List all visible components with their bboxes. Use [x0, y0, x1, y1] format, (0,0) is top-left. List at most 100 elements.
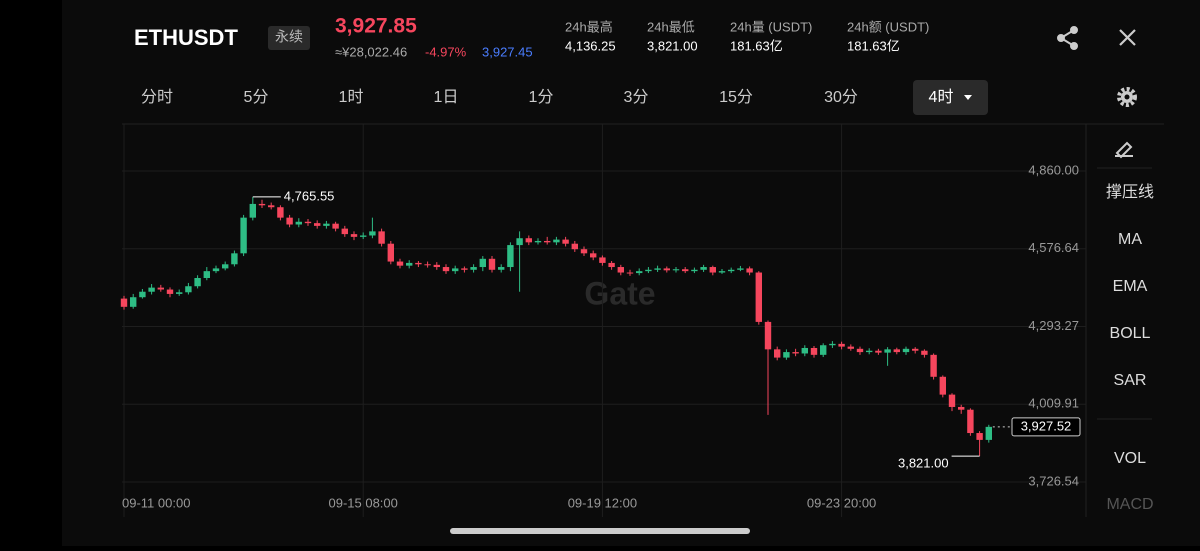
candle-body: [728, 269, 735, 272]
candle-body: [268, 205, 275, 208]
interval-tab[interactable]: 1分: [529, 88, 554, 106]
interval-tab[interactable]: 分时: [141, 88, 173, 106]
interval-tab[interactable]: 15分: [719, 88, 753, 106]
y-tick-label: 3,726.54: [1028, 473, 1079, 488]
candle-body: [553, 239, 560, 243]
indicator-tab[interactable]: BOLL: [1110, 325, 1151, 342]
price-change: -4.97%: [425, 44, 467, 59]
interval-tab[interactable]: 1日: [434, 89, 459, 106]
indicator-tab[interactable]: EMA: [1113, 278, 1148, 295]
watermark: Gate: [584, 275, 655, 311]
share-icon[interactable]: [1057, 26, 1078, 50]
contract-tag-box: [268, 26, 310, 50]
min-label: 3,821.00: [898, 456, 949, 471]
candle-body: [314, 223, 321, 226]
candle-body: [580, 249, 588, 254]
y-tick-label: 4,293.27: [1028, 318, 1079, 333]
candle-body: [442, 267, 450, 272]
candle-body: [185, 286, 192, 293]
candle-body: [203, 271, 210, 279]
symbol[interactable]: ETHUSDT: [134, 25, 238, 50]
candle-body: [120, 298, 128, 307]
candle-body: [406, 262, 413, 266]
max-label: 4,765.55: [284, 188, 335, 203]
candle-body: [507, 245, 514, 268]
candle-body: [645, 269, 652, 272]
y-tick-label: 4,576.64: [1028, 240, 1079, 255]
candle-body: [590, 253, 597, 258]
candle-body: [856, 348, 864, 353]
stat-value: 3,821.00: [647, 38, 698, 53]
candle-body: [755, 272, 762, 322]
stat-label: 24h最低: [647, 19, 695, 34]
candle-body: [902, 348, 910, 353]
candle-body: [737, 268, 744, 270]
candle-body: [774, 349, 781, 358]
candle-body: [700, 267, 707, 270]
candle-body: [672, 269, 680, 271]
indicator-tab[interactable]: VOL: [1114, 450, 1146, 467]
candle-body: [378, 231, 385, 244]
candle-body: [544, 240, 551, 243]
candle-body: [608, 262, 615, 268]
candle-body: [912, 348, 919, 351]
candle-body: [525, 238, 532, 243]
chart-frame: [122, 123, 1164, 517]
candle-body: [295, 221, 302, 225]
candle-body: [636, 271, 643, 274]
candle-body: [130, 297, 137, 307]
candle-body: [709, 267, 716, 273]
candle-body: [847, 346, 854, 349]
candle-body: [176, 292, 183, 294]
candle-body: [948, 394, 956, 407]
interval-tab[interactable]: 30分: [824, 88, 858, 106]
candle-body: [424, 264, 431, 266]
candle-body: [976, 433, 983, 440]
candle-body: [258, 203, 266, 206]
candle-body: [746, 268, 753, 273]
settings-icon[interactable]: [1117, 87, 1137, 107]
candle-body: [626, 272, 634, 274]
candle-body: [277, 207, 284, 218]
candle-body: [304, 221, 312, 224]
candle-body: [958, 406, 965, 410]
candle-body: [222, 264, 229, 269]
candle-body: [562, 239, 569, 244]
candle-body: [875, 350, 882, 353]
candle-body: [691, 269, 698, 272]
close-icon[interactable]: [1119, 29, 1136, 46]
candle-body: [139, 291, 146, 298]
chart: Gate 3,726.54 4,009.91 4,293.27 4,576.64 4,86…: [120, 124, 1086, 517]
home-indicator: [450, 528, 750, 534]
candle-body: [332, 223, 339, 229]
indicator-tab[interactable]: MACD: [1106, 496, 1153, 513]
draw-icon[interactable]: [1115, 141, 1133, 159]
x-tick-label: 09-23 20:00: [807, 495, 876, 510]
candle-body: [396, 261, 404, 266]
indicator-tab[interactable]: SAR: [1114, 372, 1147, 389]
candle-body: [498, 267, 505, 270]
candle-body: [360, 235, 367, 237]
stat-label: 24h额 (USDT): [847, 19, 929, 34]
candle-body: [884, 349, 891, 353]
interval-tab[interactable]: 5分: [244, 88, 269, 106]
candle-body: [599, 257, 606, 263]
price-cny: ≈¥28,022.46: [335, 44, 407, 59]
candle-body: [166, 289, 174, 294]
indicator-tab[interactable]: MA: [1118, 231, 1142, 248]
candle-body: [286, 217, 293, 225]
y-tick-label: 4,860.00: [1028, 162, 1079, 177]
stat-value: 181.63亿: [847, 38, 900, 53]
interval-tab[interactable]: 3分: [624, 88, 649, 106]
candle-body: [516, 238, 523, 246]
interval-tab[interactable]: 4时: [929, 88, 954, 106]
indicator-tab[interactable]: 撑压线: [1106, 183, 1154, 201]
candle-body: [718, 271, 726, 273]
candle-body: [820, 345, 827, 355]
interval-tab[interactable]: 1时: [339, 88, 364, 106]
active-interval-box: [913, 80, 988, 115]
mark-price: 3,927.45: [482, 44, 533, 59]
x-tick-label: 09-19 12:00: [568, 495, 637, 510]
candle-body: [461, 268, 468, 270]
